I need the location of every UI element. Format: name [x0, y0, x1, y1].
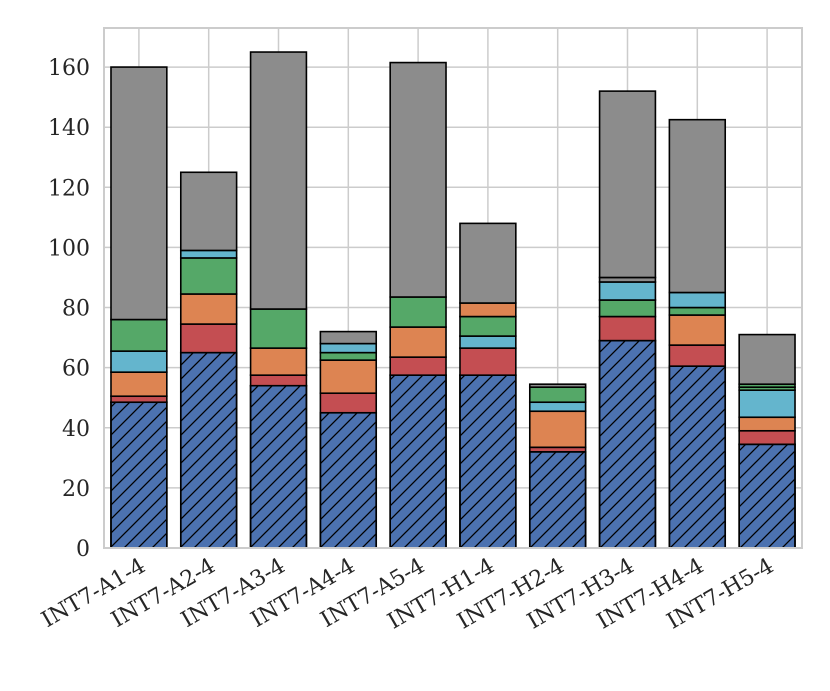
bar-segment-segment-10 — [738, 333, 796, 385]
bar-segment-segment-2 — [389, 356, 447, 376]
bar-segment-segment-3 — [738, 416, 796, 432]
bar-segment-segment-5 — [459, 315, 517, 337]
bar-segment-segment-5 — [110, 318, 168, 352]
bar-segment-segment-2 — [110, 395, 168, 404]
bar-segment-segment-5 — [668, 306, 727, 316]
bar-segment-hatch — [668, 365, 727, 549]
y-tick-label: 160 — [48, 56, 90, 81]
bar-segment-segment-6 — [179, 249, 238, 259]
bar-segment-segment-3 — [319, 359, 378, 395]
bar-segment-segment-4 — [459, 335, 517, 349]
y-tick-label: 120 — [48, 176, 90, 201]
bar-segment-segment-5 — [598, 299, 657, 318]
y-tick-label: 80 — [62, 297, 90, 322]
bar-segment-segment-8 — [528, 383, 587, 388]
bar-segment-segment-2 — [319, 392, 378, 414]
bar-segment-hatch — [249, 384, 308, 549]
x-axis-ticks: INT7-A1-4INT7-A2-4INT7-A3-4INT7-A4-4INT7… — [37, 554, 778, 635]
bar-segment-segment-6 — [598, 281, 657, 301]
bar-segment-segment-8 — [389, 61, 447, 298]
bar-segment-segment-8 — [179, 171, 238, 252]
bar-segment-segment-5 — [249, 308, 308, 349]
bar-segment-segment-6 — [319, 342, 378, 354]
y-axis-ticks: 0 20 40 60 80 100 120 140 160 — [48, 56, 90, 562]
bar-segment-segment-3 — [528, 410, 587, 449]
y-tick-label: 40 — [62, 417, 90, 442]
bar-segment-segment-4 — [738, 389, 796, 419]
bar-segment-hatch — [598, 339, 657, 549]
bar-segment-segment-8 — [110, 66, 168, 321]
axes — [103, 27, 803, 549]
bar-segment-segment-5 — [179, 257, 238, 295]
bar-segment-segment-2 — [598, 315, 657, 342]
bar-segment-segment-2 — [738, 429, 796, 446]
bar-segment-segment-8 — [319, 330, 378, 345]
bar-segment-segment-5 — [319, 351, 378, 361]
bar-segment-segment-7 — [459, 302, 517, 318]
bar-segment-hatch — [738, 443, 796, 549]
plot-frame — [103, 27, 803, 549]
y-tick-label: 100 — [48, 236, 90, 261]
bar-segment-hatch — [179, 351, 238, 549]
bar-segment-segment-4 — [110, 350, 168, 373]
y-tick-label: 140 — [48, 116, 90, 141]
bar-segment-segment-2 — [459, 347, 517, 376]
bar-segment-segment-3 — [249, 347, 308, 376]
bar-segment-segment-6 — [668, 291, 727, 309]
bar-segment-segment-3 — [389, 326, 447, 358]
bar-segment-segment-8 — [459, 222, 517, 304]
bar-segment-segment-2 — [179, 323, 238, 354]
bar-segment-hatch — [528, 451, 587, 549]
bar-segment-hatch — [389, 374, 447, 549]
bar-segment-segment-5 — [528, 386, 587, 404]
bar-segment-hatch — [459, 374, 517, 549]
bar-segment-segment-10 — [668, 118, 727, 294]
bar-segment-segment-8 — [249, 51, 308, 310]
bar-segment-segment-3 — [179, 293, 238, 325]
y-tick-label: 20 — [62, 477, 90, 502]
bar-segment-segment-2 — [668, 344, 727, 367]
bar-segment-segment-3 — [110, 371, 168, 398]
bar-segment-hatch — [110, 401, 168, 549]
y-tick-label: 0 — [76, 537, 90, 562]
bar-segment-hatch — [319, 411, 378, 549]
bar-segment-segment-2 — [249, 374, 308, 387]
bar-segment-segment-4 — [528, 401, 587, 413]
bar-segment-segment-5 — [389, 296, 447, 328]
bar-segment-segment-3 — [668, 314, 727, 346]
y-tick-label: 60 — [62, 357, 90, 382]
bars — [110, 51, 796, 549]
bar-segment-segment-10 — [598, 90, 657, 279]
